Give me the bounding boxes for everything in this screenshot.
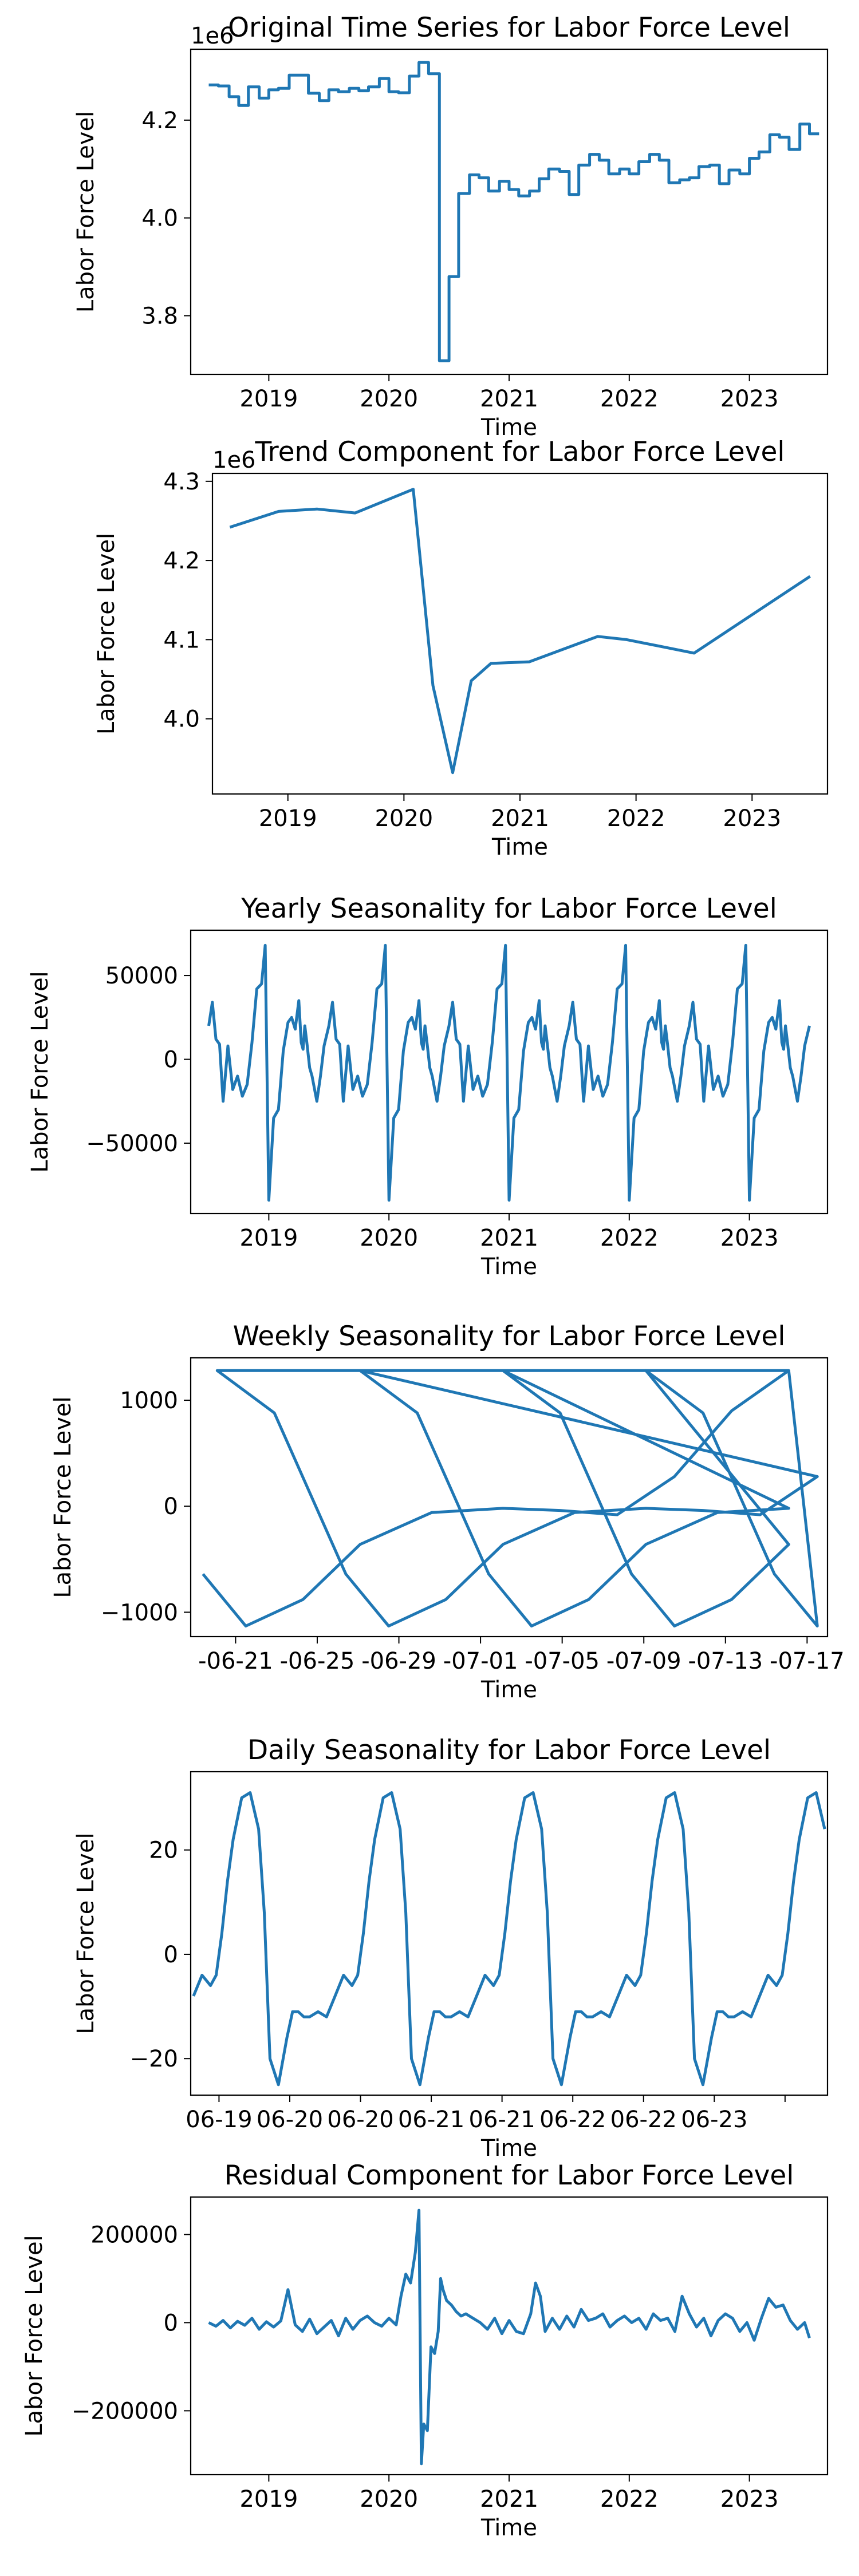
y-tick-label: −50000	[86, 1131, 178, 1157]
x-tick-label: 2021	[480, 1225, 538, 1251]
x-axis-label: Time	[480, 1254, 537, 1280]
x-tick-label: 06-20	[327, 2107, 393, 2133]
y-axis-label: Labor Force Level	[50, 1396, 76, 1598]
x-tick-label: 2022	[600, 1225, 659, 1251]
x-tick-label: -06-29	[361, 1648, 436, 1674]
series-line	[229, 488, 811, 775]
y-axis-label: Labor Force Level	[21, 2235, 48, 2436]
y-tick-label: −1000	[101, 1599, 178, 1626]
y-tick-label: 50000	[105, 963, 178, 989]
chart-title: Residual Component for Labor Force Level	[224, 2160, 794, 2191]
x-tick-label: 2023	[720, 386, 779, 412]
x-tick-label: -06-25	[280, 1648, 355, 1674]
series-line	[192, 1791, 826, 2087]
series-line	[208, 61, 819, 362]
y-tick-label: 4.0	[163, 706, 200, 733]
x-axis-label: Time	[480, 1677, 537, 1703]
x-tick-label: 2021	[480, 2486, 538, 2512]
axis-offset-label: 1e6	[212, 447, 256, 473]
chart-panel-3: Yearly Seasonality for Labor Force Level…	[27, 893, 829, 1280]
y-axis-label: Labor Force Level	[73, 1832, 99, 2034]
x-tick-label: 2023	[720, 1225, 779, 1251]
x-axis-label: Time	[480, 414, 537, 441]
chart-panel-4: Weekly Seasonality for Labor Force Level…	[50, 1321, 845, 1703]
x-tick-label: 2023	[720, 2486, 779, 2512]
y-tick-label: 4.2	[141, 108, 178, 134]
y-tick-label: 0	[164, 1047, 178, 1073]
axes-frame	[190, 48, 829, 376]
axes-frame	[190, 1771, 829, 2096]
y-tick-label: −200000	[72, 2398, 178, 2424]
x-tick-label: -06-21	[198, 1648, 273, 1674]
x-tick-label: 2021	[491, 805, 549, 832]
x-tick-label: 2019	[259, 805, 317, 832]
y-tick-label: 4.2	[163, 548, 200, 574]
y-tick-label: 0	[164, 1942, 178, 1968]
y-tick-label: 1000	[120, 1388, 178, 1414]
y-tick-label: 0	[164, 1494, 178, 1520]
x-axis-label: Time	[480, 2135, 537, 2162]
x-tick-label: 2019	[239, 1225, 298, 1251]
x-tick-label: -07-13	[688, 1648, 763, 1674]
x-tick-label: 06-22	[610, 2107, 677, 2133]
axis-offset-label: 1e6	[191, 23, 234, 49]
x-tick-label: 06-21	[469, 2107, 535, 2133]
axes-frame	[211, 472, 829, 795]
chart-title: Original Time Series for Labor Force Lev…	[228, 12, 790, 44]
x-axis-label: Time	[480, 2515, 537, 2541]
x-tick-label: 2019	[239, 2486, 298, 2512]
chart-title: Weekly Seasonality for Labor Force Level	[233, 1321, 786, 1352]
x-tick-label: 06-20	[257, 2107, 323, 2133]
chart-panel-6: Residual Component for Labor Force Level…	[21, 2160, 829, 2541]
chart-panel-2: Trend Component for Labor Force Level 201…	[93, 436, 829, 860]
y-axis-label: Labor Force Level	[73, 111, 99, 313]
y-tick-label: 3.8	[141, 303, 178, 330]
y-axis-label: Labor Force Level	[93, 533, 120, 734]
x-tick-label: 2022	[600, 386, 659, 412]
y-tick-label: 4.1	[163, 627, 200, 653]
x-axis-label: Time	[491, 834, 548, 860]
x-tick-label: 2022	[600, 2486, 659, 2512]
x-tick-label: 2019	[239, 386, 298, 412]
chart-title: Trend Component for Labor Force Level	[255, 436, 785, 468]
series-line	[208, 2208, 811, 2466]
y-tick-label: 200000	[90, 2222, 178, 2248]
x-tick-label: 2020	[360, 386, 418, 412]
x-tick-label: 2021	[480, 386, 538, 412]
x-tick-label: 06-23	[681, 2107, 747, 2133]
chart-panel-1: Original Time Series for Labor Force Lev…	[73, 12, 829, 441]
x-tick-label: 06-21	[398, 2107, 464, 2133]
x-tick-label: 2023	[723, 805, 781, 832]
chart-panel-5: Daily Seasonality for Labor Force Level 0…	[73, 1735, 829, 2162]
x-tick-label: 2022	[607, 805, 665, 832]
x-tick-label: 2020	[375, 805, 433, 832]
y-tick-label: 4.0	[141, 206, 178, 232]
x-tick-label: -07-17	[770, 1648, 845, 1674]
series-line	[207, 943, 811, 1202]
y-tick-label: −20	[130, 2046, 178, 2072]
x-tick-label: 2020	[360, 2486, 418, 2512]
chart-title: Yearly Seasonality for Labor Force Level	[241, 893, 777, 924]
x-tick-label: 06-19	[186, 2107, 252, 2133]
y-tick-label: 20	[149, 1838, 178, 1864]
axes-frame	[190, 1357, 829, 1638]
x-tick-label: -07-01	[443, 1648, 518, 1674]
x-tick-label: 06-22	[539, 2107, 606, 2133]
chart-title: Daily Seasonality for Labor Force Level	[247, 1735, 771, 1766]
y-tick-label: 0	[164, 2310, 178, 2336]
x-tick-label: -07-05	[525, 1648, 600, 1674]
series-line	[202, 1369, 819, 1627]
x-tick-label: -07-09	[606, 1648, 681, 1674]
y-tick-label: 4.3	[163, 469, 200, 495]
axes-frame	[190, 2196, 829, 2476]
x-tick-label: 2020	[360, 1225, 418, 1251]
y-axis-label: Labor Force Level	[27, 971, 53, 1172]
